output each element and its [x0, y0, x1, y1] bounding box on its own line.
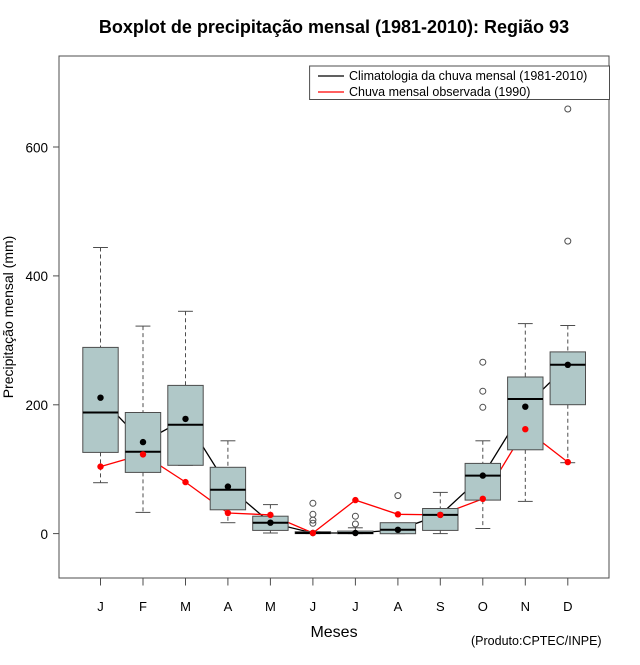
svg-text:D: D — [563, 599, 572, 614]
svg-text:0: 0 — [40, 527, 48, 542]
svg-text:S: S — [436, 599, 445, 614]
svg-text:A: A — [394, 599, 403, 614]
svg-text:J: J — [310, 599, 317, 614]
svg-text:400: 400 — [25, 269, 48, 284]
svg-text:Chuva mensal observada (1990): Chuva mensal observada (1990) — [349, 85, 530, 99]
svg-text:A: A — [224, 599, 233, 614]
svg-text:J: J — [352, 599, 359, 614]
svg-text:F: F — [139, 599, 147, 614]
svg-text:O: O — [478, 599, 488, 614]
svg-text:200: 200 — [25, 398, 48, 413]
svg-text:Precipitação mensal (mm): Precipitação mensal (mm) — [0, 236, 16, 399]
svg-text:J: J — [97, 599, 104, 614]
svg-text:M: M — [180, 599, 191, 614]
svg-text:Climatologia da chuva mensal (: Climatologia da chuva mensal (1981-2010) — [349, 69, 587, 83]
svg-text:N: N — [521, 599, 530, 614]
svg-text:600: 600 — [25, 140, 48, 155]
svg-text:M: M — [265, 599, 276, 614]
